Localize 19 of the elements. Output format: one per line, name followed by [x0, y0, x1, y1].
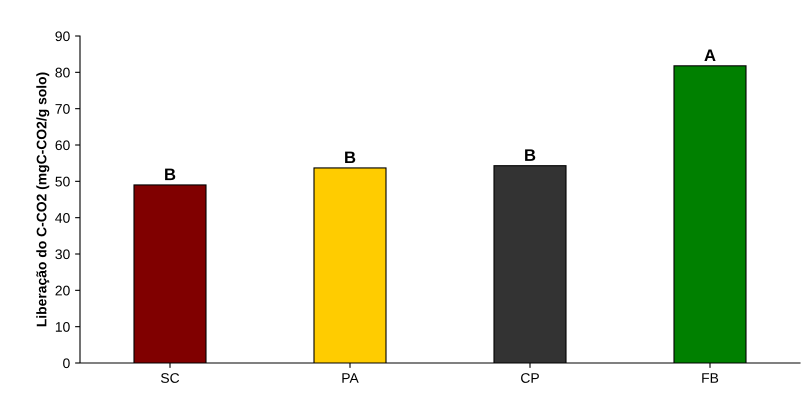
y-tick-label: 90 [55, 31, 70, 42]
y-tick-label: 10 [56, 322, 70, 332]
x-tick-label: CP [521, 373, 539, 383]
y-tick-label: 80 [55, 68, 70, 78]
x-tick-label: PA [342, 373, 359, 383]
y-tick-label: 40 [55, 213, 70, 223]
y-tick-label: 0 [63, 358, 70, 368]
y-tick-label: 20 [56, 286, 70, 296]
annotation: B [165, 168, 176, 180]
y-tick-label: 30 [55, 249, 70, 260]
y-tick-label: 60 [56, 140, 70, 150]
x-tick-label: FB [702, 373, 718, 383]
y-tick-label: 70 [56, 104, 70, 114]
annotation: B [525, 149, 536, 161]
x-tick-label: SC [160, 373, 180, 383]
annotation: B [345, 152, 356, 164]
y-tick-label: 50 [55, 176, 70, 187]
y-axis-title: Liberação do C-CO2 (mgC-CO2/g solo) [36, 72, 50, 326]
annotation: A [704, 49, 716, 61]
